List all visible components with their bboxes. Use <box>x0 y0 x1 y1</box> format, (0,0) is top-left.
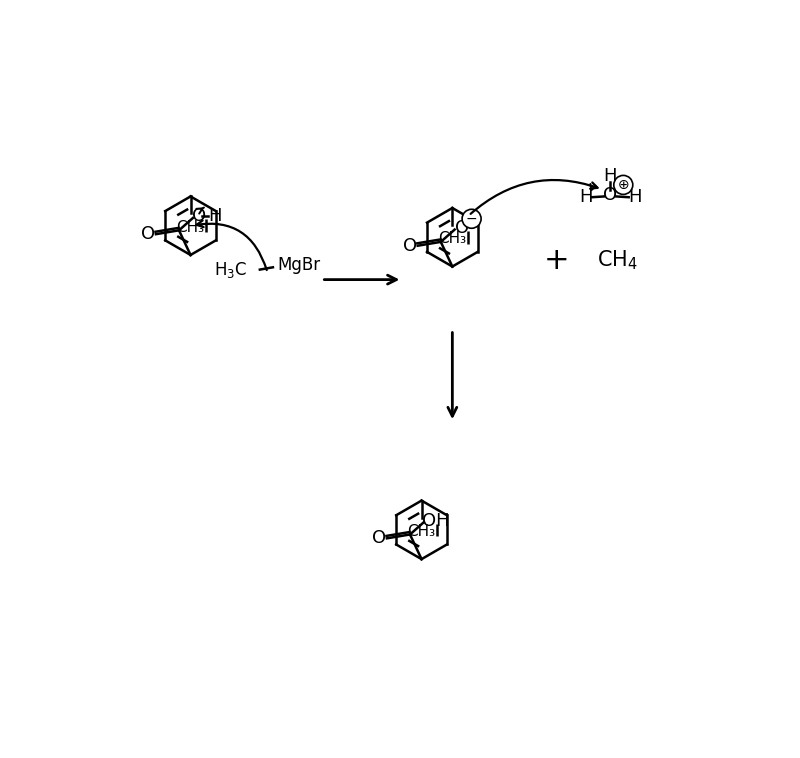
Text: O: O <box>192 208 206 225</box>
Text: CH₃: CH₃ <box>407 524 436 539</box>
Text: ⊕: ⊕ <box>618 178 629 192</box>
Text: CH₃: CH₃ <box>177 220 205 234</box>
Text: CH₃: CH₃ <box>438 231 466 246</box>
Text: MgBr: MgBr <box>278 256 321 274</box>
Text: H: H <box>603 167 617 185</box>
Text: O: O <box>603 186 618 204</box>
Text: O: O <box>372 529 386 547</box>
Text: +: + <box>543 246 569 275</box>
Text: −: − <box>466 211 478 226</box>
Text: H: H <box>628 188 642 206</box>
Text: H: H <box>209 208 222 225</box>
Text: H$_3$C: H$_3$C <box>214 260 246 280</box>
Text: O: O <box>454 219 469 237</box>
Text: O: O <box>403 236 417 255</box>
Text: CH$_4$: CH$_4$ <box>598 249 638 272</box>
Text: OH: OH <box>422 512 450 530</box>
Text: H: H <box>579 188 592 206</box>
Text: O: O <box>141 225 155 243</box>
